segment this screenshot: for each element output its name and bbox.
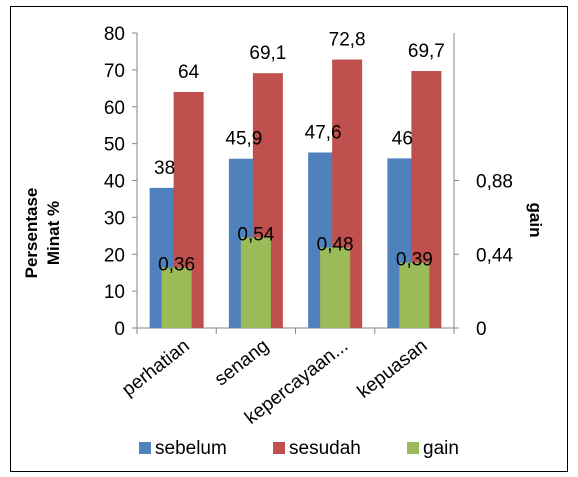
y-tick-label: 0 — [114, 319, 125, 340]
category-label: kepuasan — [354, 335, 432, 402]
legend-swatch-gain — [407, 442, 419, 454]
chart-frame: 0 10 20 30 40 50 60 70 80 0 0,44 0,88 38 45,9 47,6 46 64… — [10, 6, 568, 472]
data-label-gain: 0,36 — [158, 255, 195, 276]
bar-gain-perhatian — [161, 267, 192, 328]
category-label: senang — [211, 335, 273, 390]
y2-tick-label: 0,44 — [476, 245, 513, 266]
legend-label-sebelum: sebelum — [155, 438, 227, 459]
data-label-sesudah: 72,8 — [329, 30, 366, 51]
legend-label-sesudah: sesudah — [289, 438, 361, 459]
y2-axis-title: gain — [526, 203, 545, 238]
data-label-sesudah: 69,7 — [408, 41, 445, 62]
data-label-gain: 0,39 — [396, 250, 433, 271]
legend-swatch-sebelum — [139, 442, 151, 454]
y-axis-title: Persentase — [22, 188, 41, 279]
bar-gain-kepuasan — [399, 262, 430, 328]
data-label-sebelum: 38 — [154, 158, 175, 179]
y-tick-label: 70 — [104, 61, 125, 82]
y-tick-label: 60 — [104, 98, 125, 119]
y-tick-label: 20 — [104, 245, 125, 266]
y-axis-title: Minat % — [44, 201, 63, 265]
legend-swatch-sesudah — [273, 442, 285, 454]
data-label-sebelum: 45,9 — [225, 129, 262, 150]
bar-chart: 0 10 20 30 40 50 60 70 80 0 0,44 0,88 38 45,9 47,6 46 64… — [22, 24, 545, 459]
data-label-gain: 0,48 — [317, 235, 354, 256]
y2-tick-label: 0,88 — [476, 172, 513, 193]
data-label-gain: 0,54 — [237, 224, 274, 245]
category-label: perhatian — [118, 335, 193, 400]
y2-tick-label: 0 — [476, 319, 487, 340]
bar-gain-kepercayaan — [320, 247, 351, 328]
y-tick-label: 40 — [104, 172, 125, 193]
y-tick-label: 30 — [104, 208, 125, 229]
data-label-sebelum: 47,6 — [305, 122, 342, 143]
y-tick-label: 10 — [104, 282, 125, 303]
data-label-sesudah: 69,1 — [249, 43, 286, 64]
bar-gain-senang — [240, 237, 271, 328]
y-tick-label: 80 — [104, 24, 125, 45]
data-label-sebelum: 46 — [392, 128, 413, 149]
data-label-sesudah: 64 — [178, 62, 200, 83]
y-tick-label: 50 — [104, 135, 125, 156]
legend-label-gain: gain — [423, 438, 459, 459]
